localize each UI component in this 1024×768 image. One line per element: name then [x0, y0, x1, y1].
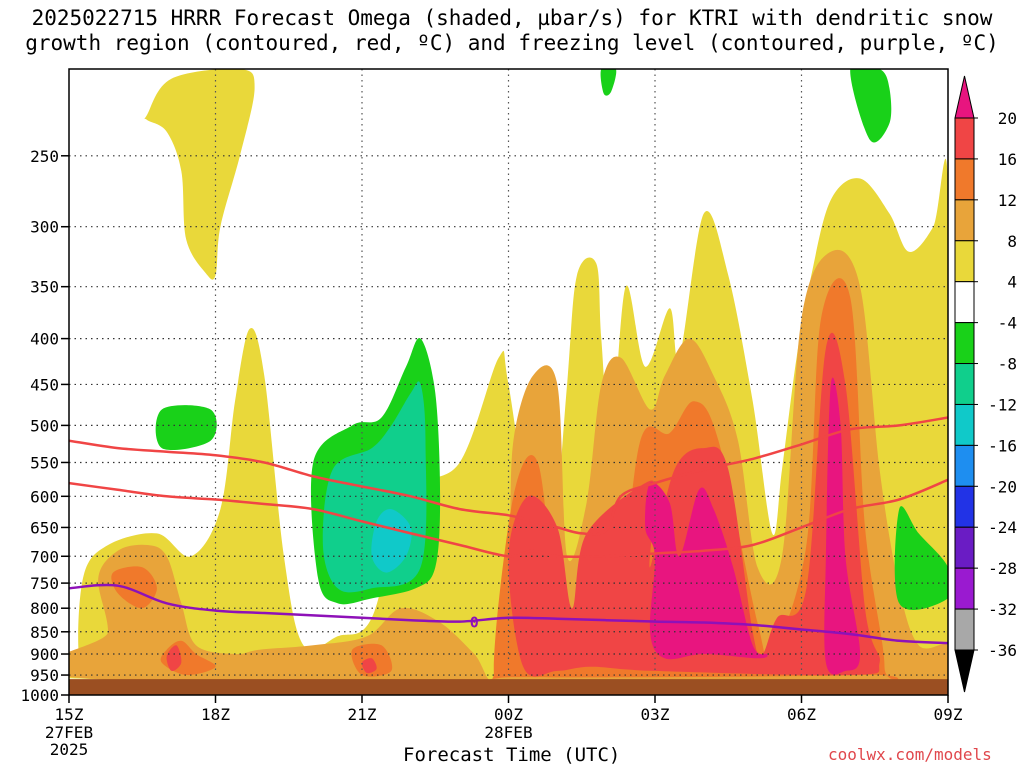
omega-region-8 [166, 645, 182, 672]
omega-region-19 [371, 508, 412, 573]
y-tick-label: 350 [30, 278, 59, 297]
y-tick-label: 400 [30, 330, 59, 349]
x-tick-label: 06Z [787, 705, 816, 724]
chart-title-line-1: 2025022715 HRRR Forecast Omega (shaded, … [31, 6, 993, 30]
colorbar-label: -20 [988, 477, 1017, 496]
omega-region-4 [111, 566, 157, 609]
colorbar-bottom-arrow [954, 649, 975, 693]
y-tick-label: 450 [30, 375, 59, 394]
y-tick-label: 1000 [20, 686, 59, 705]
y-tick-label: 850 [30, 623, 59, 642]
colorbar-label: -16 [988, 436, 1017, 455]
colorbar-swatch [954, 526, 975, 569]
omega-region-15 [894, 506, 948, 610]
omega-region-12 [824, 377, 861, 675]
omega-region-13 [155, 405, 217, 450]
y-tick-label: 650 [30, 518, 59, 537]
y-tick-label: 550 [30, 453, 59, 472]
colorbar-label: -36 [988, 641, 1017, 660]
colorbar-swatch [954, 158, 975, 201]
y-tick-label: 950 [30, 666, 59, 685]
colorbar-swatch [954, 117, 975, 160]
y-tick-label: 500 [30, 416, 59, 435]
colorbar-label: -4 [998, 314, 1017, 333]
source-credit: coolwx.com/models [828, 745, 992, 764]
x-tick-label: 15Z [55, 705, 84, 724]
dgz-contour-1 [69, 416, 948, 536]
colorbar-label: -8 [998, 355, 1017, 374]
colorbar-swatch [954, 363, 975, 405]
colorbar-swatch [954, 567, 975, 610]
colorbar-label: 4 [1007, 273, 1017, 292]
x-tick-sublabel: 2025 [50, 740, 89, 759]
ground-fill [69, 679, 948, 695]
contour-lines: 0 [69, 416, 948, 645]
colorbar-label: -12 [988, 395, 1017, 414]
x-tick-label: 09Z [934, 705, 963, 724]
x-tick-sublabel: 28FEB [484, 723, 532, 742]
grid-lines [69, 69, 948, 680]
omega-region-11 [645, 482, 768, 660]
colorbar-label: 8 [1007, 232, 1017, 251]
y-tick-label: 750 [30, 574, 59, 593]
dgz-contour-2 [69, 478, 948, 559]
colorbar-label: 20 [998, 109, 1017, 128]
colorbar-swatch [954, 281, 975, 324]
colorbar-swatch [954, 199, 975, 242]
colorbar-label: 16 [998, 150, 1017, 169]
ground-layer [69, 679, 948, 695]
x-tick-sublabel: 27FEB [45, 723, 93, 742]
colorbar-legend: 20 16 12 8 4 -4 -8 -12 -16 -20 -24 -28 -32 -36 [954, 75, 1017, 693]
colorbar-swatch [954, 444, 975, 487]
colorbar-swatch [954, 240, 975, 283]
y-tick-label: 900 [30, 645, 59, 664]
y-axis-pressure: 250 300 350 400 450 500 550 600 650 700 750 800 850 9… [20, 147, 69, 705]
colorbar-swatch [954, 403, 975, 446]
y-tick-label: 700 [30, 547, 59, 566]
x-tick-label: 00Z [494, 705, 523, 724]
colorbar-label: -24 [988, 518, 1017, 537]
omega-region-16 [850, 69, 892, 143]
colorbar-swatch [954, 608, 975, 651]
freezing-level-label: 0 [470, 614, 479, 632]
y-tick-label: 800 [30, 599, 59, 618]
colorbar-top-arrow [954, 75, 975, 119]
y-tick-label: 600 [30, 487, 59, 506]
colorbar-swatch [954, 322, 975, 365]
colorbar-label: -28 [988, 559, 1017, 578]
x-tick-label: 21Z [348, 705, 377, 724]
omega-region-1 [144, 69, 255, 280]
omega-region-17 [600, 69, 617, 96]
x-tick-label: 03Z [641, 705, 670, 724]
chart-title: 2025022715 HRRR Forecast Omega (shaded, … [0, 6, 1024, 56]
chart-title-line-2: growth region (contoured, red, ºC) and f… [25, 31, 999, 55]
colorbar-label: -32 [988, 600, 1017, 619]
y-tick-label: 250 [30, 147, 59, 166]
x-axis-title: Forecast Time (UTC) [403, 744, 621, 766]
omega-region-9 [361, 658, 377, 674]
colorbar-label: 12 [998, 191, 1017, 210]
x-tick-label: 18Z [201, 705, 230, 724]
y-tick-label: 300 [30, 218, 59, 237]
colorbar-swatch [954, 485, 975, 528]
freezing-level-line [69, 583, 948, 645]
